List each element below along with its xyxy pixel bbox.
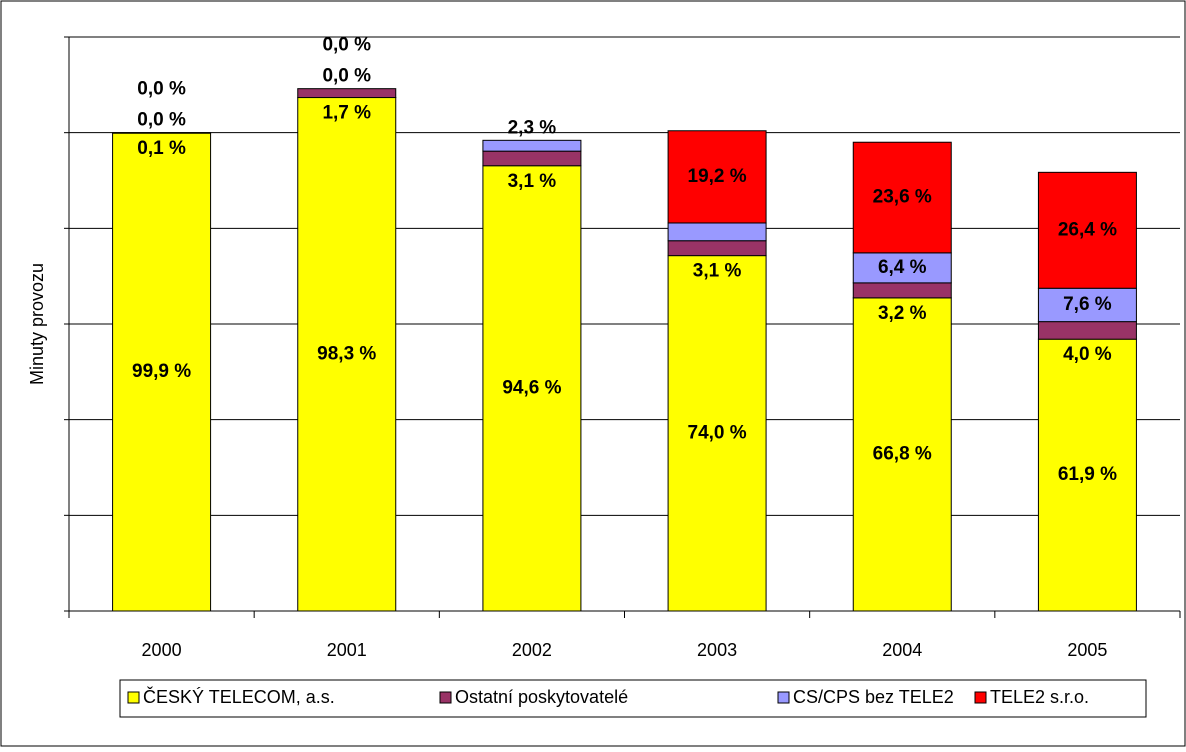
legend-swatch [975,692,986,703]
value-label: 74,0 % [688,422,747,443]
value-label: 0,0 % [322,35,371,56]
value-label: 3,1 % [508,171,557,192]
bar-segment [853,283,951,298]
value-label: 23,6 % [873,187,932,208]
value-label: 6,4 % [878,257,927,278]
value-label: 0,0 % [137,110,186,131]
value-label: 3,1 % [693,261,742,282]
bar-segment [1038,322,1136,340]
value-label: 19,2 % [688,166,747,187]
bar-segment [298,89,396,98]
legend-swatch [128,692,139,703]
x-tick-label: 2003 [697,640,737,660]
value-label: 0,1 % [137,138,186,159]
value-label: 7,6 % [1063,294,1112,315]
legend-label: TELE2 s.r.o. [990,687,1089,707]
value-label: 1,7 % [322,103,371,124]
value-label: 3,2 % [878,303,927,324]
x-tick-label: 2001 [327,640,367,660]
legend-label: Ostatní poskytovatelé [455,687,628,707]
legend-label: CS/CPS bez TELE2 [793,687,954,707]
y-axis-label: Minuty provozu [27,263,47,385]
value-label: 98,3 % [317,343,376,364]
x-tick-label: 2004 [882,640,922,660]
bar-segment [668,223,766,241]
bar-segment [668,241,766,256]
value-label: 0,0 % [322,66,371,87]
x-tick-label: 2000 [142,640,182,660]
x-tick-label: 2002 [512,640,552,660]
value-label: 66,8 % [873,443,932,464]
value-label: 2,3 % [508,117,557,138]
value-label: 4,0 % [1063,344,1112,365]
value-label: 0,0 % [137,79,186,100]
value-label: 94,6 % [502,377,561,398]
value-label: 99,9 % [132,361,191,382]
legend-swatch [778,692,789,703]
value-label: 61,9 % [1058,464,1117,485]
legend-swatch [440,692,451,703]
legend-label: ČESKÝ TELECOM, a.s. [143,686,335,707]
value-label: 26,4 % [1058,219,1117,240]
bar-segment [483,140,581,151]
x-tick-label: 2005 [1067,640,1107,660]
bar-segment [483,151,581,166]
